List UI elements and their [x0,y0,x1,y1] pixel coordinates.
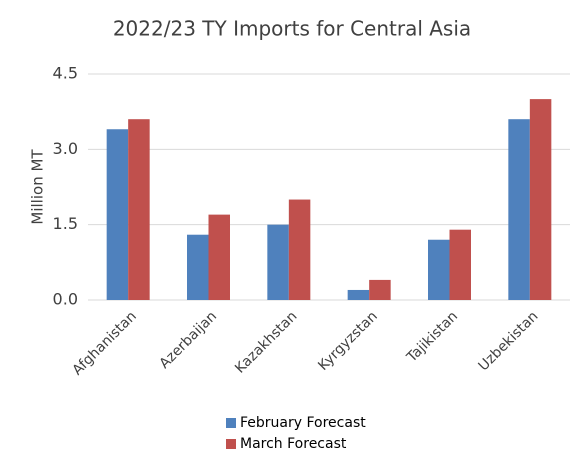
y-tick-label: 4.5 [53,64,78,83]
bar [369,279,391,300]
y-axis-label: Million MT [29,149,47,225]
bar [288,199,311,300]
x-tick-label: Kazakhstan [232,308,300,376]
y-tick-label: 1.5 [53,214,78,233]
legend-swatch [226,418,236,428]
chart-title: 2022/23 TY Imports for Central Asia [113,17,471,41]
bar [267,224,289,300]
y-tick-label: 0.0 [53,290,78,309]
x-tick-label: Afghanistan [70,308,140,378]
x-tick-label: Azerbaijan [157,308,221,372]
bar [449,229,471,300]
bar [187,234,209,300]
bar [347,289,370,300]
legend-swatch [226,439,236,449]
bar [529,99,552,300]
y-tick-label: 3.0 [53,139,78,158]
legend-label: March Forecast [240,436,347,452]
x-tick-label: Tajikistan [403,308,461,366]
x-tick-label: Kyrgyzstan [315,308,381,374]
bar [106,129,129,300]
x-tick-label: Uzbekistan [475,308,541,374]
bar [508,119,530,300]
bar [208,214,230,300]
legend-label: February Forecast [240,415,366,431]
bar [428,239,450,300]
bar [128,119,150,300]
